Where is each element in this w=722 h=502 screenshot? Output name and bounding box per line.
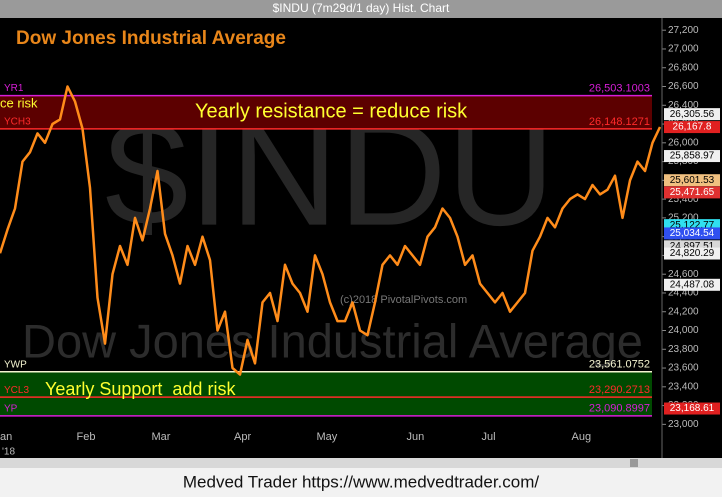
watermark-subtitle: Dow Jones Industrial Average (22, 314, 643, 367)
title-bar (0, 0, 722, 18)
price-tag-label: 25,122.77 (670, 220, 715, 231)
price-tag (664, 278, 720, 291)
y-tick-label: 23,800 (668, 344, 699, 355)
copyright: (c)2018 PivotalPivots.com (340, 294, 467, 306)
year-label: '18 (2, 447, 15, 458)
y-tick-label: 23,600 (668, 363, 699, 374)
x-tick-label: Jun (407, 431, 425, 443)
price-tag-label: 26,305.56 (670, 109, 715, 120)
y-tick-label: 24,600 (668, 269, 699, 280)
y-tick-label: 24,200 (668, 306, 699, 317)
price-tag (664, 150, 720, 163)
level-value: 23,561.0752 (589, 359, 650, 371)
y-tick-label: 26,400 (668, 100, 699, 111)
scrollbar[interactable] (0, 458, 722, 468)
level-value: 23,290.2713 (589, 384, 650, 396)
price-tag (664, 108, 720, 121)
level-name: YP (4, 403, 18, 414)
x-tick-label: Mar (152, 431, 171, 443)
chart-title: Dow Jones Industrial Average (16, 28, 286, 49)
level-value: 23,090.8997 (589, 403, 650, 415)
level-name: YCH3 (4, 117, 31, 128)
x-tick-label: Aug (572, 431, 592, 443)
price-tag-label: 25,471.65 (670, 187, 715, 198)
level-band (0, 95, 652, 129)
price-tag-label: 26,167.8 (673, 122, 712, 133)
y-tick-label: 26,800 (668, 62, 699, 73)
x-tick-label: an (0, 431, 12, 443)
y-tick-label: 26,000 (668, 137, 699, 148)
y-tick-label: 25,400 (668, 194, 699, 205)
level-value: 26,148.1271 (589, 116, 650, 128)
y-tick-label: 27,200 (668, 25, 699, 36)
annotation: Yearly Support add risk (45, 379, 236, 399)
price-tag-label: 24,487.08 (670, 279, 715, 290)
annotation: Yearly resistance = reduce risk (195, 100, 468, 122)
y-tick-label: 26,600 (668, 81, 699, 92)
price-tag (664, 174, 720, 187)
price-tag (664, 227, 720, 240)
price-tag (664, 121, 720, 134)
footer-bar (0, 468, 722, 497)
price-tag-label: 23,168.61 (670, 403, 715, 414)
level-name: YCL3 (4, 385, 29, 396)
price-tag (664, 247, 720, 260)
y-tick-label: 23,400 (668, 381, 699, 392)
scroll-thumb[interactable] (630, 459, 638, 467)
price-line (0, 85, 662, 376)
x-tick-label: Feb (77, 431, 96, 443)
y-tick-label: 25,200 (668, 213, 699, 224)
window-title: $INDU (7m29d/1 day) Hist. Chart (273, 1, 450, 15)
price-tag-label: 25,034.54 (670, 228, 715, 239)
annotation: ce risk (0, 95, 38, 110)
level-name: YR1 (4, 83, 24, 94)
price-tag-label: 24,820.29 (670, 248, 715, 259)
y-tick-label: 24,000 (668, 325, 699, 336)
x-tick-label: Apr (234, 431, 251, 443)
level-band (0, 371, 652, 416)
price-tag-label: 25,858.97 (670, 151, 715, 162)
y-tick-label: 24,400 (668, 288, 699, 299)
x-tick-label: May (317, 431, 338, 443)
level-name: YWP (4, 359, 27, 370)
price-tag-label: 24,897.51 (670, 241, 715, 252)
price-tag (664, 402, 720, 415)
footer: Medved Trader https://www.medvedtrader.c… (183, 472, 539, 491)
x-tick-label: Jul (482, 431, 496, 443)
y-tick-label: 27,000 (668, 44, 699, 55)
y-tick-label: 23,000 (668, 419, 699, 430)
price-tag-label: 25,601.53 (670, 175, 715, 186)
price-tag (664, 186, 720, 199)
level-value: 26,503.1003 (589, 83, 650, 95)
